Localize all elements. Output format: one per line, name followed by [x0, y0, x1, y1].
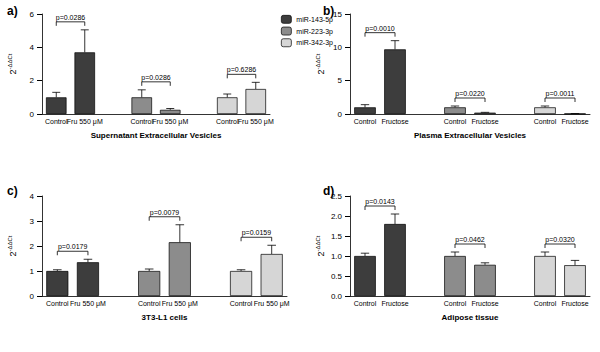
svg-text:1: 1: [30, 267, 35, 276]
svg-text:miR-223-3p: miR-223-3p: [296, 28, 333, 36]
svg-text:Fructose: Fructose: [381, 300, 408, 307]
svg-text:0: 0: [338, 110, 343, 119]
svg-text:2.0: 2.0: [331, 212, 343, 221]
svg-text:0.5: 0.5: [331, 272, 343, 281]
svg-text:Control: Control: [534, 118, 557, 125]
svg-text:1.5: 1.5: [331, 232, 343, 241]
svg-text:a): a): [7, 4, 18, 18]
svg-text:Control: Control: [444, 118, 467, 125]
svg-text:Fructose: Fructose: [561, 300, 588, 307]
svg-text:miR-342-3p: miR-342-3p: [296, 39, 333, 47]
svg-text:p=0.0286: p=0.0286: [56, 14, 85, 22]
svg-text:0: 0: [30, 292, 35, 301]
svg-text:Fructose: Fructose: [381, 118, 408, 125]
svg-text:p=0.0143: p=0.0143: [365, 198, 394, 206]
svg-text:-ΔΔCt: -ΔΔCt: [315, 53, 321, 69]
svg-text:1.0: 1.0: [331, 252, 343, 261]
svg-text:5: 5: [338, 76, 343, 85]
svg-text:Fructose: Fructose: [561, 118, 588, 125]
svg-text:Control: Control: [534, 300, 557, 307]
svg-text:Fru 550 μM: Fru 550 μM: [238, 118, 274, 126]
svg-text:Fructose: Fructose: [471, 300, 498, 307]
svg-text:Control: Control: [138, 300, 161, 307]
svg-text:15: 15: [333, 10, 342, 19]
svg-text:Fru 550 μM: Fru 550 μM: [152, 118, 188, 126]
svg-text:4: 4: [30, 192, 35, 201]
svg-text:miR-143-5p: miR-143-5p: [296, 15, 333, 23]
svg-text:Control: Control: [130, 118, 153, 125]
svg-text:Control: Control: [354, 300, 377, 307]
svg-text:-ΔΔCt: -ΔΔCt: [7, 235, 13, 251]
svg-text:p=0.0220: p=0.0220: [455, 90, 484, 98]
svg-text:Fru 550 μM: Fru 550 μM: [254, 300, 290, 308]
svg-text:0.0: 0.0: [331, 292, 343, 301]
svg-text:2: 2: [30, 76, 35, 85]
svg-text:Fru 550 μM: Fru 550 μM: [67, 118, 103, 126]
svg-text:p=0.0010: p=0.0010: [365, 25, 394, 33]
svg-text:Control: Control: [354, 118, 377, 125]
svg-text:2: 2: [30, 242, 35, 251]
svg-text:-ΔΔCt: -ΔΔCt: [7, 53, 13, 69]
svg-text:p=0.6286: p=0.6286: [227, 66, 256, 74]
svg-text:2: 2: [315, 69, 326, 75]
svg-text:0: 0: [30, 110, 35, 119]
svg-text:3T3-L1 cells: 3T3-L1 cells: [142, 313, 188, 322]
svg-text:2.5: 2.5: [330, 191, 342, 201]
svg-text:d): d): [323, 184, 334, 198]
svg-text:Adipose tissue: Adipose tissue: [442, 313, 499, 322]
svg-text:p=0.0159: p=0.0159: [242, 229, 271, 237]
svg-text:p=0.0320: p=0.0320: [545, 236, 574, 244]
svg-text:p=0.0286: p=0.0286: [141, 74, 170, 82]
svg-text:p=0.0011: p=0.0011: [546, 90, 575, 98]
svg-text:3: 3: [30, 217, 35, 226]
svg-text:6: 6: [30, 10, 35, 19]
svg-text:p=0.0079: p=0.0079: [150, 209, 179, 217]
svg-text:Control: Control: [45, 118, 68, 125]
svg-text:p=0.0179: p=0.0179: [58, 243, 87, 251]
svg-text:Fru 550 μM: Fru 550 μM: [162, 300, 198, 308]
svg-text:Fructose: Fructose: [471, 118, 498, 125]
svg-text:c): c): [7, 184, 18, 198]
svg-text:4: 4: [30, 43, 35, 52]
svg-text:2: 2: [7, 251, 18, 257]
svg-text:p=0.0462: p=0.0462: [455, 236, 484, 244]
svg-text:Control: Control: [444, 300, 467, 307]
svg-text:Control: Control: [46, 300, 69, 307]
svg-text:Fru 550 μM: Fru 550 μM: [70, 300, 106, 308]
svg-text:2: 2: [7, 69, 18, 75]
svg-text:b): b): [323, 4, 334, 18]
svg-text:Supernatant Extracellular Vesi: Supernatant Extracellular Vesicles: [91, 131, 222, 140]
svg-text:10: 10: [333, 43, 342, 52]
svg-text:-ΔΔCt: -ΔΔCt: [315, 235, 321, 251]
svg-text:Control: Control: [216, 118, 239, 125]
svg-text:2: 2: [315, 251, 326, 257]
svg-text:Control: Control: [230, 300, 253, 307]
svg-text:Plasma Extracellular Vesicles: Plasma Extracellular Vesicles: [414, 131, 527, 140]
